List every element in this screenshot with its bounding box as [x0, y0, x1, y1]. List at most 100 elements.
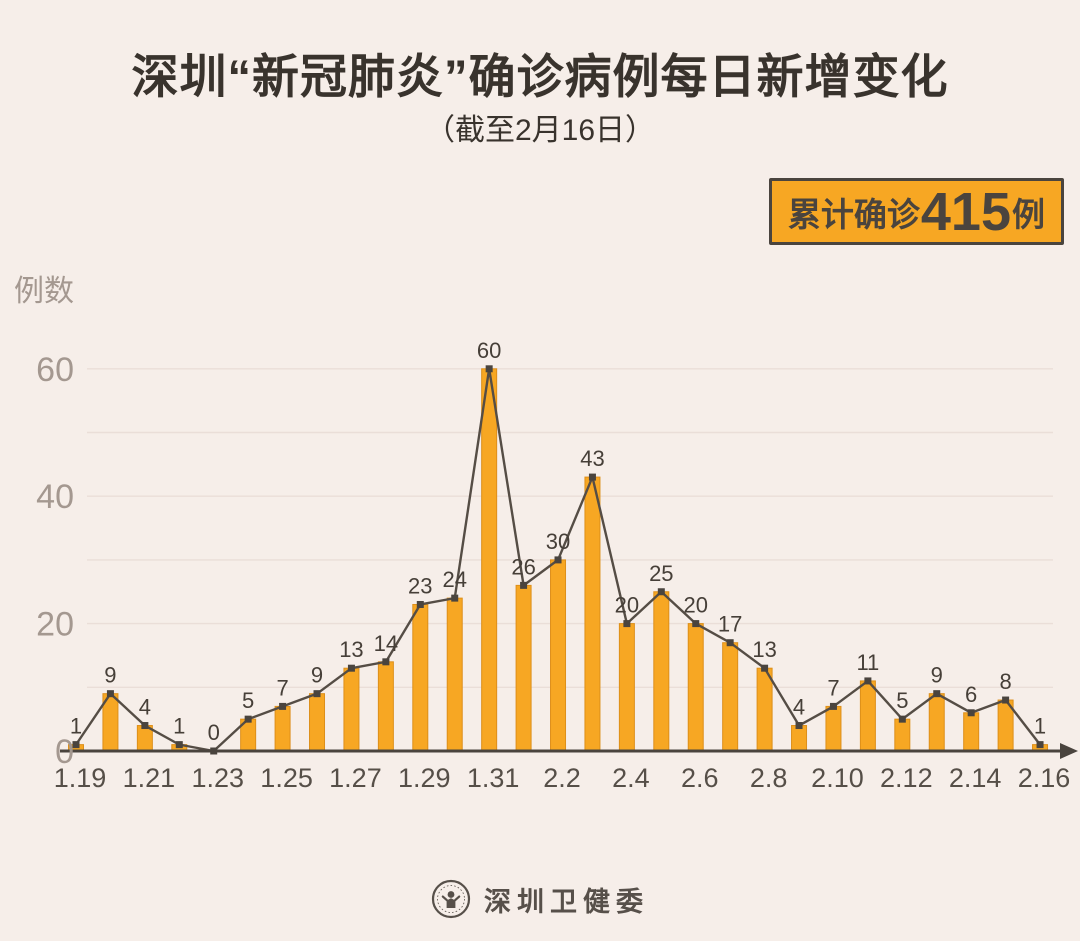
data-marker	[761, 664, 769, 672]
bar	[446, 597, 463, 752]
bar	[412, 603, 429, 752]
value-label: 5	[242, 688, 254, 713]
data-marker	[520, 581, 528, 589]
x-tick-label: 2.16	[1018, 763, 1071, 793]
data-marker	[347, 664, 355, 672]
data-marker	[588, 473, 596, 481]
bar	[928, 693, 945, 752]
bar	[618, 623, 635, 752]
data-marker	[623, 620, 631, 628]
value-label: 1	[173, 714, 185, 739]
data-marker	[279, 702, 287, 710]
value-label: 5	[896, 688, 908, 713]
data-marker	[72, 741, 80, 749]
bar	[859, 680, 876, 752]
x-tick-label: 2.2	[543, 763, 581, 793]
data-marker	[485, 365, 493, 373]
bar	[687, 623, 704, 752]
bar	[309, 693, 326, 752]
value-label: 30	[546, 529, 570, 554]
data-marker	[175, 741, 183, 749]
data-marker	[795, 722, 803, 730]
value-label: 14	[374, 631, 398, 656]
x-tick-label: 2.4	[612, 763, 650, 793]
data-marker	[898, 715, 906, 723]
x-tick-label: 2.10	[811, 763, 864, 793]
value-label: 26	[511, 554, 535, 579]
data-marker	[141, 722, 149, 730]
value-label: 60	[477, 338, 501, 363]
badge-suffix-label: 例	[1012, 195, 1045, 233]
data-marker	[829, 702, 837, 710]
x-tick-label: 1.21	[123, 763, 176, 793]
value-label: 4	[793, 695, 805, 720]
value-label: 17	[718, 612, 742, 637]
value-label: 11	[856, 650, 879, 675]
chart-title: 深圳“新冠肺炎”确诊病例每日新增变化	[131, 50, 949, 103]
bar	[825, 705, 842, 752]
cumulative-total-badge: 累计确诊 415 例	[768, 178, 1064, 245]
x-tick-label: 1.27	[329, 763, 382, 793]
x-tick-label: 1.25	[260, 763, 313, 793]
y-axis-title: 例数	[14, 275, 74, 308]
value-label: 9	[311, 663, 323, 688]
value-label: 7	[827, 675, 839, 700]
bar	[963, 712, 980, 752]
bar	[791, 725, 808, 752]
bar	[653, 591, 670, 752]
bar	[756, 667, 773, 752]
x-tick-label: 1.19	[54, 763, 107, 793]
x-tick-label: 2.14	[949, 763, 1002, 793]
x-tick-label: 1.29	[398, 763, 451, 793]
value-label: 13	[339, 637, 363, 662]
x-tick-label: 1.23	[191, 763, 244, 793]
x-tick-label: 1.31	[467, 763, 520, 793]
value-label: 23	[408, 573, 432, 598]
data-marker	[726, 639, 734, 647]
value-label: 9	[104, 663, 116, 688]
data-marker	[657, 588, 665, 596]
data-marker	[244, 715, 252, 723]
value-label: 6	[965, 682, 977, 707]
x-tick-label: 2.8	[750, 763, 788, 793]
y-tick-label: 40	[36, 478, 74, 516]
footer: 深圳卫健委	[0, 879, 1080, 919]
bar	[894, 718, 911, 752]
x-tick-label: 2.6	[681, 763, 719, 793]
bar	[274, 705, 291, 752]
bar	[515, 584, 532, 752]
y-tick-label: 0	[55, 733, 74, 771]
y-tick-label: 60	[36, 351, 74, 389]
bar	[722, 642, 739, 752]
badge-count: 415	[920, 181, 1011, 242]
data-marker	[1002, 696, 1010, 704]
bar	[550, 559, 567, 752]
value-label: 25	[649, 561, 673, 586]
data-marker	[967, 709, 975, 717]
x-axis-arrow	[1060, 743, 1078, 759]
szhc-logo-icon	[431, 879, 471, 919]
value-label: 24	[442, 567, 466, 592]
chart-subtitle: （截至2月16日）	[424, 114, 656, 147]
data-marker	[554, 556, 562, 564]
value-label: 4	[139, 695, 151, 720]
badge-prefix-label: 累计确诊	[787, 195, 920, 233]
value-label: 8	[999, 669, 1011, 694]
value-label: 7	[276, 675, 288, 700]
data-marker	[451, 594, 459, 602]
data-marker	[933, 690, 941, 698]
value-label: 9	[931, 663, 943, 688]
value-label: 13	[752, 637, 776, 662]
bar	[584, 476, 601, 752]
value-label: 20	[615, 593, 639, 618]
value-label: 20	[683, 593, 707, 618]
y-tick-label: 20	[36, 606, 74, 644]
value-label: 0	[208, 720, 220, 745]
bar	[343, 667, 360, 752]
data-marker	[106, 690, 114, 698]
data-marker	[692, 620, 700, 628]
x-tick-label: 2.12	[880, 763, 933, 793]
data-marker	[1036, 741, 1044, 749]
data-marker	[313, 690, 321, 698]
